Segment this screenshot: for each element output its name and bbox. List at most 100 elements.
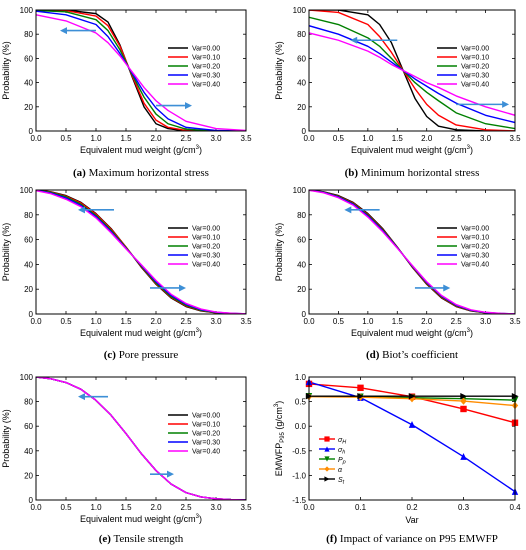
y-tick-label: 20 xyxy=(24,103,33,112)
x-axis-label: Equivalent mud weight (g/cm3) xyxy=(80,145,202,155)
x-tick-label: 3.0 xyxy=(210,317,222,326)
legend-label: Var=0.40 xyxy=(192,449,220,456)
legend-label-subscript: t xyxy=(343,480,345,486)
x-tick-label: 1.5 xyxy=(392,134,404,143)
y-tick-label: 20 xyxy=(297,103,306,112)
y-tick-label: 60 xyxy=(24,236,33,245)
x-tick-label: 1.5 xyxy=(120,503,132,512)
y-axis-label-text: EMWFP xyxy=(274,443,284,477)
legend-label: Var=0.20 xyxy=(192,244,220,251)
panel-caption: (a) Maximum horizontal stress xyxy=(73,167,209,179)
chart-panel-f: 0.0 0.1 0.2 0.3 0.4 -1.5 -1.0 -0.5 0.0 0.5 1.0 σHσh… xyxy=(274,373,521,545)
plot-frame xyxy=(308,9,516,132)
x-axis-label-superscript: 3 xyxy=(196,145,200,151)
y-tick-label: 20 xyxy=(297,285,306,294)
x-tick-label: 1.0 xyxy=(362,317,374,326)
legend: Var=0.00 Var=0.10 Var=0.20 Var=0.30 Var=0.40 xyxy=(168,226,220,269)
x-tick-label: 2.0 xyxy=(421,317,433,326)
x-axis-label: Var xyxy=(405,515,418,525)
x-tick-label: 0.0 xyxy=(30,317,42,326)
legend-label: Pp xyxy=(338,457,346,466)
panel-caption-text: Impact of variance on P95 EMWFP xyxy=(337,533,498,545)
legend-label-base: S xyxy=(338,477,343,484)
y-axis-label: EMWFPP95 (g/cm3) xyxy=(274,401,286,477)
x-axis-label-text: Equivalent mud weight (g/cm xyxy=(351,145,467,155)
data-point xyxy=(408,421,416,428)
x-axis-label-close: ) xyxy=(470,328,473,338)
legend-marker xyxy=(324,456,330,462)
x-tick-label: 0.5 xyxy=(60,317,72,326)
x-tick-label: 3.5 xyxy=(509,317,521,326)
legend-label: St xyxy=(338,477,345,486)
y-axis-label-unit: (g/cm xyxy=(274,407,284,432)
y-tick-label: 80 xyxy=(24,398,33,407)
x-tick-label: 0.4 xyxy=(509,503,521,512)
panel-caption-text: Tensile strength xyxy=(111,533,184,545)
legend-label: Var=0.10 xyxy=(461,55,489,62)
legend-label: Var=0.40 xyxy=(192,262,220,269)
series-line-var-0-30 xyxy=(36,10,246,131)
legend-label: Var=0.00 xyxy=(461,226,489,233)
panel-caption: (f) Impact of variance on P95 EMWFP xyxy=(326,533,498,545)
y-tick-label: 0 xyxy=(302,127,307,136)
legend-label: Var=0.00 xyxy=(192,226,220,233)
trend-arrow-head xyxy=(350,36,358,44)
x-axis-label-close: ) xyxy=(199,145,202,155)
x-axis-label-close: ) xyxy=(470,145,473,155)
series-line-var-0-00 xyxy=(36,377,246,500)
y-tick-label: -1.5 xyxy=(292,496,306,505)
data-point xyxy=(460,397,467,405)
y-tick-label: 0 xyxy=(302,310,307,319)
legend-label: Var=0.30 xyxy=(192,73,220,80)
x-tick-label: 2.5 xyxy=(180,317,192,326)
y-tick-label: 0 xyxy=(29,127,34,136)
series-line-var-0-00 xyxy=(309,10,515,131)
x-tick-label: 0.5 xyxy=(60,503,72,512)
panel-caption-text: Maximum horizontal stress xyxy=(86,167,209,179)
y-axis-label-close: ) xyxy=(274,401,284,404)
x-axis-label: Equivalent mud weight (g/cm3) xyxy=(351,328,473,338)
y-tick-label: 40 xyxy=(24,447,33,456)
legend-label: Var=0.00 xyxy=(192,46,220,53)
legend-label: σh xyxy=(338,447,345,456)
y-tick-label: 20 xyxy=(24,471,33,480)
y-tick-label: 100 xyxy=(20,186,34,195)
x-axis-label: Equivalent mud weight (g/cm3) xyxy=(80,514,202,524)
x-axis-label: Equivalent mud weight (g/cm3) xyxy=(351,145,473,155)
x-tick-label: 1.0 xyxy=(90,134,102,143)
x-tick-label: 3.5 xyxy=(240,503,252,512)
x-tick-label: 0.5 xyxy=(60,134,72,143)
series-line-var-0-40 xyxy=(309,32,515,116)
x-axis-label-close: ) xyxy=(199,328,202,338)
x-axis-label-superscript: 3 xyxy=(196,328,200,334)
legend-label: Var=0.30 xyxy=(461,73,489,80)
x-tick-label: 1.5 xyxy=(120,134,132,143)
series-group xyxy=(309,10,515,131)
data-point xyxy=(357,392,365,400)
legend-label-subscript: H xyxy=(342,440,346,446)
x-tick-label: 3.0 xyxy=(480,134,492,143)
chart-panel-a: 0.0 0.5 1.0 1.5 2.0 2.5 3.0 3.5 0 20 40 60 80 100 Var=… xyxy=(1,6,252,179)
series-line-var-0-10 xyxy=(36,10,246,131)
x-tick-label: 3.5 xyxy=(240,317,252,326)
legend-marker xyxy=(324,436,330,442)
y-tick-label: 0 xyxy=(29,496,34,505)
x-tick-label: 1.5 xyxy=(120,317,132,326)
y-axis-label: Probability (%) xyxy=(1,41,11,100)
x-tick-label: 2.0 xyxy=(150,503,162,512)
series-line-var-0-30 xyxy=(36,377,246,500)
legend-label: σH xyxy=(338,437,346,446)
series-group xyxy=(36,10,246,131)
panels-group: 0.0 0.5 1.0 1.5 2.0 2.5 3.0 3.5 0 20 40 60 80 100 Var=… xyxy=(1,6,521,545)
x-tick-label: 0.5 xyxy=(333,317,345,326)
legend-marker xyxy=(324,476,330,482)
x-tick-label: 0.5 xyxy=(333,134,345,143)
x-tick-label: 2.0 xyxy=(150,317,162,326)
panel-caption-text: Minimum horizontal stress xyxy=(358,167,479,179)
data-point xyxy=(460,392,468,400)
y-tick-label: 40 xyxy=(24,260,33,269)
trend-arrow-head xyxy=(60,27,67,35)
x-tick-label: 2.0 xyxy=(150,134,162,143)
x-axis-label-superscript: 3 xyxy=(467,328,471,334)
